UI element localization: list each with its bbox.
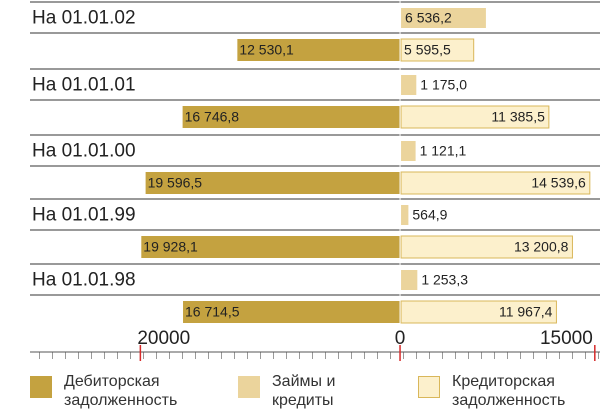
x-tick-label: 0 (395, 328, 406, 349)
value-label: 564,9 (412, 207, 447, 223)
category-label: На 01.01.02 (32, 8, 136, 29)
bar (401, 75, 417, 95)
value-label: 11 385,5 (491, 109, 545, 125)
bar (145, 172, 401, 194)
value-label: 16 746,8 (185, 109, 240, 125)
value-label: 1 121,1 (420, 143, 467, 159)
bar (401, 270, 418, 290)
value-label: 16 714,5 (185, 304, 240, 320)
bar (400, 105, 550, 129)
category-label: На 01.01.00 (32, 141, 136, 162)
value-label: 5 595,5 (404, 42, 451, 58)
legend-label: Займы и кредиты (272, 373, 336, 409)
legend-swatch (418, 376, 440, 398)
bar (400, 171, 591, 195)
legend-label: Дебиторская задолженность (64, 373, 178, 409)
legend-label: Кредиторская задолженность (452, 373, 566, 409)
x-tick-label: 15000 (540, 328, 593, 349)
bar (237, 39, 401, 61)
bar (400, 235, 573, 259)
legend-swatch (238, 376, 260, 398)
bar (141, 236, 401, 258)
x-tick-label: 20000 (137, 328, 190, 349)
value-label: 19 928,1 (143, 239, 198, 255)
category-label: На 01.01.99 (32, 205, 136, 226)
minor-ticks (30, 352, 600, 359)
value-label: 1 175,0 (420, 77, 467, 93)
value-label: 6 536,2 (405, 10, 452, 26)
bar (401, 141, 416, 161)
value-label: 12 530,1 (239, 42, 294, 58)
legend-swatch (30, 376, 52, 398)
bar (183, 301, 401, 323)
bar (401, 8, 486, 28)
value-label: 11 967,4 (499, 304, 553, 320)
bar (400, 38, 475, 62)
value-label: 19 596,5 (148, 175, 203, 191)
bar (401, 205, 409, 225)
value-label: 1 253,3 (421, 272, 468, 288)
category-label: На 01.01.98 (32, 270, 136, 291)
value-label: 13 200,8 (514, 239, 569, 255)
bar (400, 300, 557, 324)
bar (182, 106, 401, 128)
category-label: На 01.01.01 (32, 75, 136, 96)
value-label: 14 539,6 (531, 175, 586, 191)
